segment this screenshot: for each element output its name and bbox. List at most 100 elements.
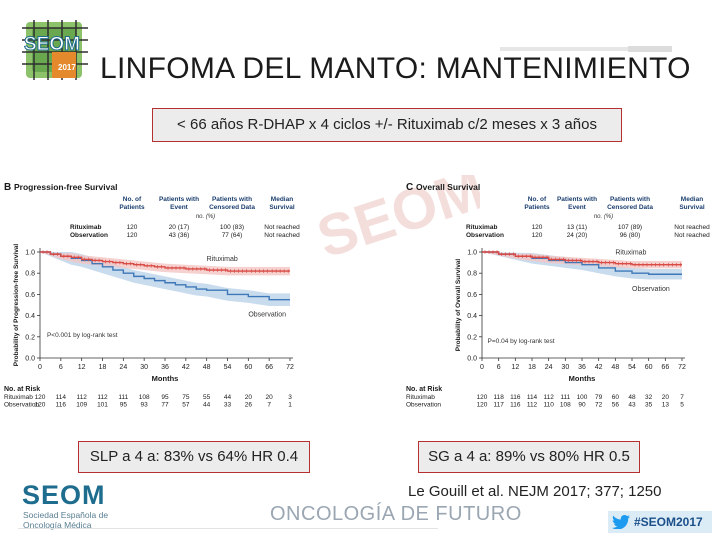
at-risk-count: 120 bbox=[35, 402, 46, 409]
y-tick-label: 0.8 bbox=[25, 271, 35, 278]
table-cell: 100 (83) bbox=[220, 224, 244, 231]
at-risk-count: 5 bbox=[680, 402, 684, 409]
at-risk-count: 116 bbox=[56, 402, 67, 409]
table-row-group: Rituximab bbox=[70, 224, 101, 231]
panel-title: Overall Survival bbox=[416, 182, 480, 192]
at-risk-count: 112 bbox=[527, 402, 538, 409]
x-tick-label: 54 bbox=[628, 364, 636, 371]
observation-curve bbox=[40, 251, 290, 301]
at-risk-count: 117 bbox=[493, 402, 504, 409]
at-risk-count: 72 bbox=[595, 402, 603, 409]
at-risk-count: 109 bbox=[76, 402, 87, 409]
panel-letter: B bbox=[4, 182, 11, 193]
table-unit: no. (%) bbox=[196, 214, 215, 220]
at-risk-count: 48 bbox=[628, 394, 636, 401]
y-tick-label: 0.0 bbox=[25, 356, 35, 363]
rituximab-curve bbox=[482, 251, 682, 266]
at-risk-count: 101 bbox=[97, 402, 108, 409]
y-tick-label: 0.0 bbox=[467, 356, 477, 363]
seom-footer-logo: SEOM bbox=[22, 480, 106, 510]
x-tick-label: 12 bbox=[78, 364, 86, 371]
table-header: No. of bbox=[123, 196, 142, 203]
at-risk-count: 60 bbox=[612, 394, 620, 401]
at-risk-group: Rituximab bbox=[4, 394, 33, 401]
x-tick-label: 24 bbox=[119, 364, 127, 371]
table-cell: 43 (36) bbox=[169, 232, 190, 239]
pfs-chart: B Progression-free Survival No. of Patients… bbox=[0, 178, 310, 428]
os-chart: C Overall Survival No. of Patients Patients … bbox=[400, 178, 720, 428]
table-header: Survival bbox=[269, 204, 294, 211]
x-tick-label: 48 bbox=[203, 364, 211, 371]
table-row-group: Rituximab bbox=[466, 224, 497, 231]
at-risk-count: 3 bbox=[288, 394, 292, 401]
at-risk-count: 120 bbox=[477, 402, 488, 409]
table-cell: Not reached bbox=[674, 232, 710, 239]
at-risk-count: 55 bbox=[203, 394, 211, 401]
table-header: Patients with bbox=[557, 196, 597, 203]
table-row-group: Observation bbox=[466, 232, 504, 239]
at-risk-count: 110 bbox=[543, 402, 554, 409]
at-risk-count: 35 bbox=[645, 402, 653, 409]
table-header: Patients with bbox=[159, 196, 199, 203]
at-risk-group: Observation bbox=[406, 402, 441, 409]
table-cell: Not reached bbox=[264, 224, 300, 231]
slide-title: LINFOMA DEL MANTO: MANTENIMIENTO bbox=[100, 52, 691, 85]
table-unit: no. (%) bbox=[594, 214, 613, 220]
at-risk-count: 13 bbox=[662, 402, 670, 409]
at-risk-count: 116 bbox=[510, 394, 521, 401]
x-tick-label: 66 bbox=[661, 364, 669, 371]
table-cell: 20 (17) bbox=[169, 224, 190, 231]
rituximab-label: Rituximab bbox=[615, 250, 646, 257]
table-header: Patients with bbox=[610, 196, 650, 203]
x-tick-label: 24 bbox=[545, 364, 553, 371]
seom-logo-graphic: SEOM 2017 bbox=[22, 20, 88, 80]
at-risk-count: 77 bbox=[161, 402, 169, 409]
twitter-bird-icon bbox=[612, 515, 630, 534]
at-risk-count: 20 bbox=[662, 394, 670, 401]
x-tick-label: 66 bbox=[265, 364, 273, 371]
at-risk-count: 111 bbox=[560, 394, 570, 401]
at-risk-count: 57 bbox=[182, 402, 190, 409]
p-value-annotation: P=0.04 by log-rank test bbox=[488, 338, 555, 345]
x-tick-label: 30 bbox=[140, 364, 148, 371]
y-axis-label: Probability of Progression-free Survival bbox=[13, 244, 20, 367]
at-risk-count: 26 bbox=[245, 402, 253, 409]
at-risk-count: 112 bbox=[543, 394, 554, 401]
at-risk-count: 75 bbox=[182, 394, 190, 401]
table-cell: Not reached bbox=[264, 232, 300, 239]
seom-footer-subtitle: Sociedad Española de Oncología Médica bbox=[23, 510, 109, 530]
at-risk-count: 108 bbox=[139, 394, 150, 401]
os-result-note: SG a 4 a: 89% vs 80% HR 0.5 bbox=[418, 441, 640, 473]
at-risk-heading: No. at Risk bbox=[4, 386, 40, 393]
at-risk-count: 44 bbox=[203, 402, 211, 409]
table-header: Event bbox=[170, 204, 189, 211]
at-risk-count: 114 bbox=[56, 394, 67, 401]
at-risk-count: 7 bbox=[267, 402, 271, 409]
at-risk-count: 116 bbox=[510, 402, 521, 409]
at-risk-group: Rituximab bbox=[406, 394, 435, 401]
table-cell: 77 (64) bbox=[222, 232, 243, 239]
p-value-annotation: P<0.001 by log-rank test bbox=[47, 332, 118, 339]
at-risk-count: 108 bbox=[560, 402, 571, 409]
at-risk-count: 32 bbox=[645, 394, 653, 401]
title-divider-accent bbox=[628, 46, 672, 52]
table-header: Censored Data bbox=[607, 204, 653, 211]
at-risk-count: 95 bbox=[120, 402, 128, 409]
table-cell: 13 (11) bbox=[567, 224, 587, 231]
pfs-chart-svg: B Progression-free Survival No. of Patients… bbox=[4, 182, 300, 409]
y-tick-label: 0.6 bbox=[467, 292, 477, 299]
panel-title: Progression-free Survival bbox=[14, 182, 117, 192]
table-cell: 120 bbox=[127, 224, 138, 231]
at-risk-count: 112 bbox=[76, 394, 87, 401]
hashtag-badge[interactable]: #SEOM2017 bbox=[608, 511, 712, 533]
y-tick-label: 0.2 bbox=[467, 334, 477, 341]
table-cell: 24 (20) bbox=[567, 232, 588, 239]
y-tick-label: 1.0 bbox=[25, 250, 35, 257]
x-tick-label: 0 bbox=[480, 364, 484, 371]
at-risk-count: 111 bbox=[118, 394, 128, 401]
y-tick-label: 0.4 bbox=[25, 313, 35, 320]
pfs-result-note: SLP a 4 a: 83% vs 64% HR 0.4 bbox=[78, 441, 310, 473]
at-risk-count: 95 bbox=[161, 394, 169, 401]
x-tick-label: 36 bbox=[578, 364, 586, 371]
